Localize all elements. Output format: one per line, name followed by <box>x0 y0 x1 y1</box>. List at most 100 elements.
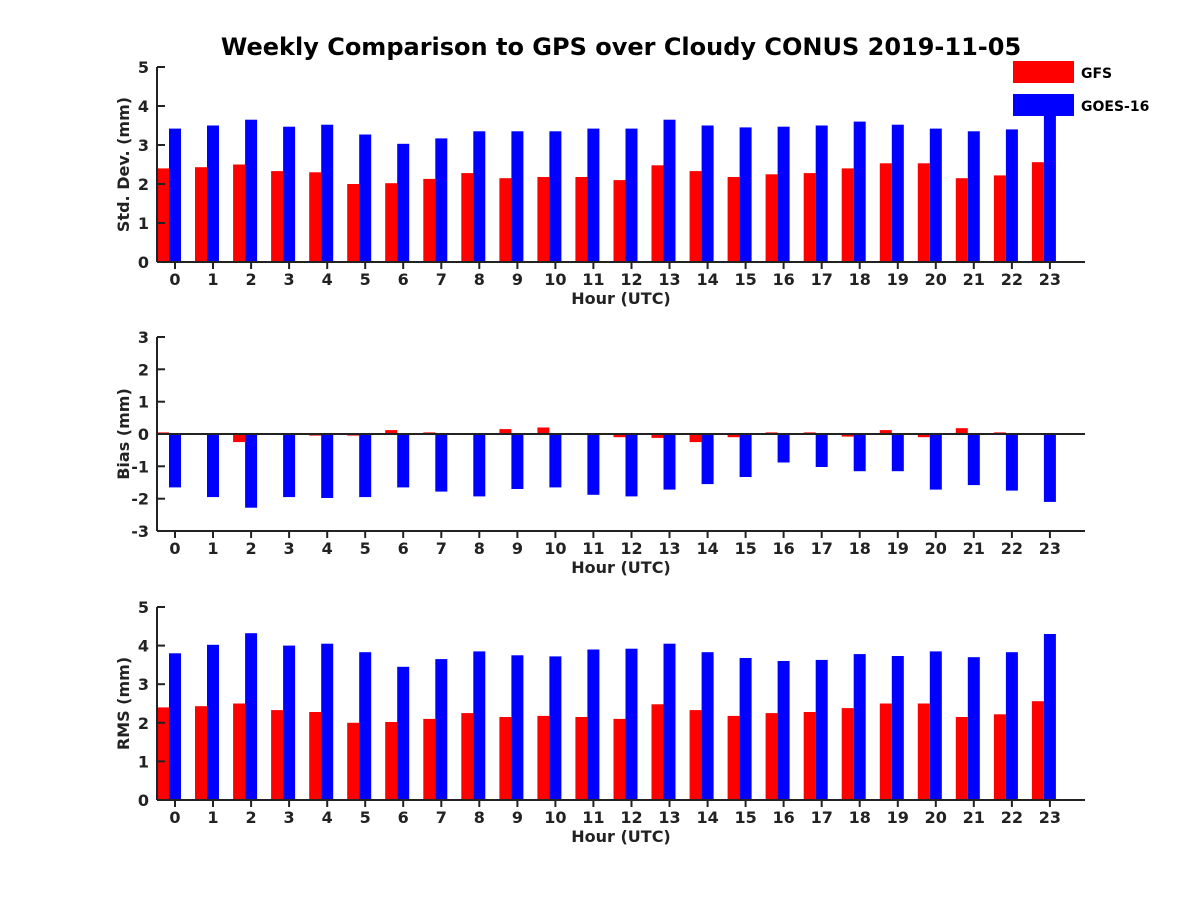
bar-goes16-2 <box>245 434 258 508</box>
bar-gfs-9 <box>499 429 512 434</box>
bar-goes16-19 <box>891 434 904 472</box>
x-tick-label: 2 <box>246 808 257 827</box>
y-tick-label: 1 <box>138 752 149 771</box>
y-tick-label: 5 <box>138 58 149 77</box>
x-tick-label: 21 <box>963 270 985 289</box>
x-tick-label: 22 <box>1001 539 1023 558</box>
bar-gfs-10 <box>537 715 550 800</box>
bar-gfs-22 <box>993 175 1006 262</box>
x-tick-label: 16 <box>772 808 794 827</box>
bar-gfs-6 <box>385 722 398 800</box>
bar-gfs-19 <box>879 703 892 800</box>
bar-goes16-2 <box>245 119 258 262</box>
bar-gfs-3 <box>271 171 284 262</box>
bar-gfs-17 <box>803 173 816 262</box>
bar-gfs-7 <box>423 178 436 262</box>
bar-goes16-1 <box>207 434 219 498</box>
bar-gfs-6 <box>385 430 398 434</box>
bar-goes16-13 <box>663 643 676 800</box>
bar-goes16-20 <box>929 128 942 262</box>
bar-gfs-16 <box>765 713 778 800</box>
y-tick-label: -3 <box>131 522 149 541</box>
legend-label-goes16: GOES-16 <box>1081 99 1149 115</box>
bar-gfs-8 <box>461 173 474 262</box>
x-tick-label: 14 <box>696 270 718 289</box>
y-axis-label: Std. Dev. (mm) <box>114 97 133 232</box>
x-tick-label: 8 <box>474 539 485 558</box>
bar-gfs-10 <box>537 177 550 262</box>
bar-gfs-4 <box>309 172 322 262</box>
x-axis-label: Hour (UTC) <box>571 289 671 308</box>
bar-goes16-11 <box>587 649 600 800</box>
chart-title: Weekly Comparison to GPS over Cloudy CON… <box>221 33 1021 61</box>
bar-goes16-22 <box>1005 652 1018 800</box>
bar-goes16-22 <box>1005 129 1018 262</box>
x-tick-label: 18 <box>849 270 871 289</box>
x-tick-label: 0 <box>169 270 180 289</box>
x-tick-label: 17 <box>811 539 833 558</box>
bar-goes16-4 <box>321 434 334 498</box>
bar-gfs-14 <box>689 171 702 262</box>
bar-goes16-10 <box>549 656 562 800</box>
bar-goes16-6 <box>397 143 410 262</box>
x-tick-label: 15 <box>734 539 756 558</box>
bar-gfs-8 <box>461 713 474 800</box>
bar-goes16-12 <box>625 128 638 262</box>
bar-goes16-14 <box>701 125 714 262</box>
bar-goes16-23 <box>1043 634 1056 800</box>
x-tick-label: 12 <box>620 539 642 558</box>
bar-gfs-2 <box>233 703 246 800</box>
x-tick-label: 10 <box>544 270 566 289</box>
bar-gfs-7 <box>423 718 436 800</box>
bar-goes16-12 <box>625 434 638 497</box>
x-tick-label: 3 <box>284 270 295 289</box>
x-tick-label: 5 <box>360 270 371 289</box>
y-tick-label: -1 <box>131 457 149 476</box>
bar-goes16-10 <box>549 434 562 488</box>
x-tick-label: 6 <box>398 270 409 289</box>
legend-swatch-goes16 <box>1013 94 1074 116</box>
bar-goes16-8 <box>473 434 486 497</box>
y-tick-label: 4 <box>138 97 149 116</box>
y-tick-label: 2 <box>138 175 149 194</box>
bar-gfs-10 <box>537 427 550 434</box>
bar-gfs-20 <box>917 434 930 438</box>
x-tick-label: 0 <box>169 539 180 558</box>
bar-goes16-13 <box>663 119 676 262</box>
y-tick-label: 2 <box>138 360 149 379</box>
bar-goes16-5 <box>359 434 372 498</box>
bar-gfs-13 <box>651 165 664 262</box>
x-tick-label: 4 <box>322 539 333 558</box>
bar-goes16-18 <box>853 654 866 800</box>
x-tick-label: 11 <box>582 270 604 289</box>
bar-goes16-9 <box>511 434 524 489</box>
bar-goes16-22 <box>1005 434 1018 491</box>
x-tick-label: 15 <box>734 808 756 827</box>
bar-goes16-17 <box>815 125 828 262</box>
x-tick-label: 20 <box>925 539 947 558</box>
bar-goes16-20 <box>929 434 942 490</box>
bar-goes16-4 <box>321 124 334 262</box>
bar-gfs-1 <box>195 706 207 800</box>
bar-gfs-15 <box>727 715 740 800</box>
y-tick-label: -2 <box>131 490 149 509</box>
y-tick-label: 3 <box>138 328 149 347</box>
x-axis-label: Hour (UTC) <box>571 558 671 577</box>
bar-gfs-12 <box>613 180 626 262</box>
bar-gfs-2 <box>233 164 246 262</box>
x-tick-label: 6 <box>398 808 409 827</box>
x-tick-label: 7 <box>436 270 447 289</box>
x-tick-label: 13 <box>658 808 680 827</box>
x-tick-label: 9 <box>512 808 523 827</box>
bar-goes16-19 <box>891 656 904 800</box>
x-tick-label: 12 <box>620 808 642 827</box>
bar-gfs-21 <box>955 717 968 800</box>
bar-gfs-12 <box>613 434 626 438</box>
bar-gfs-11 <box>575 717 588 800</box>
bar-goes16-8 <box>473 651 486 800</box>
